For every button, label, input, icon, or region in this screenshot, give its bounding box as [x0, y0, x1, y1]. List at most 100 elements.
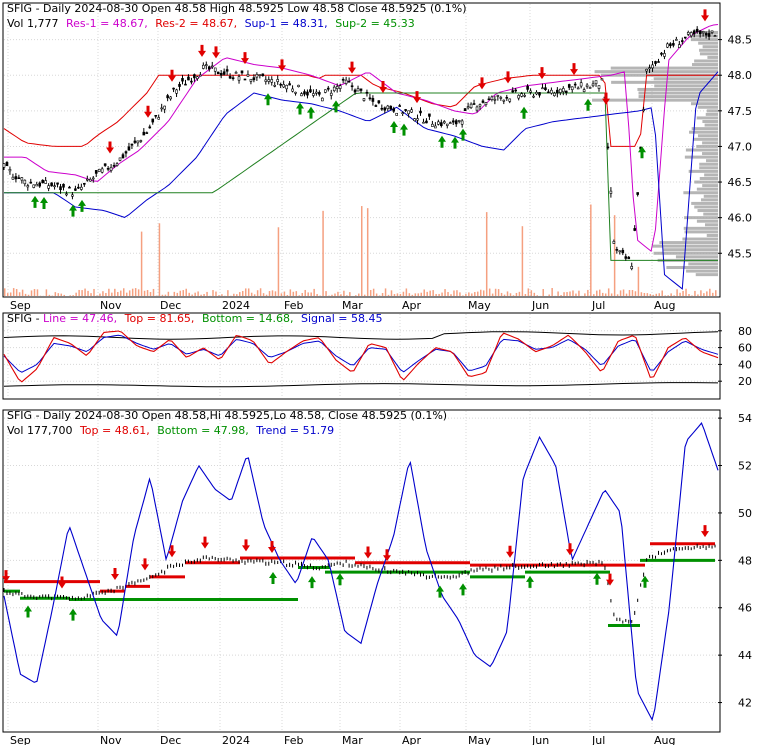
volume-bar — [369, 289, 372, 296]
candle-body — [344, 79, 348, 84]
candle-body — [329, 92, 333, 96]
volume-bar — [482, 290, 485, 296]
candle-body — [362, 98, 366, 101]
volume-profile-bar — [696, 187, 718, 191]
volume-bar — [372, 288, 375, 296]
candle-body — [502, 99, 506, 102]
candle-body — [163, 105, 166, 110]
volume-bar — [652, 294, 655, 296]
volume-bar — [69, 295, 71, 296]
buy-arrow — [332, 100, 340, 113]
volume-bar — [420, 292, 422, 296]
candle-body — [240, 70, 244, 74]
volume-profile-bar — [699, 52, 718, 56]
volume-bar — [670, 293, 672, 296]
candle-body — [594, 80, 598, 85]
candle-body — [160, 107, 163, 110]
buy-arrow — [526, 575, 534, 588]
candle-body — [321, 97, 324, 102]
volume-bar — [75, 292, 77, 296]
candle-body — [579, 82, 583, 87]
volume-profile-bar — [699, 166, 718, 170]
candle-body — [273, 85, 277, 87]
volume-bar — [203, 293, 205, 296]
candle-body — [514, 89, 518, 92]
buy-arrow — [438, 135, 446, 148]
candle-body — [264, 79, 268, 82]
candle-body — [169, 96, 172, 100]
candle-body — [487, 98, 491, 101]
volume-bar — [515, 292, 518, 296]
volume-bar — [655, 293, 658, 296]
volume-profile-bar — [700, 198, 718, 202]
candle-body — [225, 69, 229, 72]
volume-bar — [146, 289, 149, 296]
candle-body — [660, 52, 663, 55]
buy-arrow — [390, 121, 398, 134]
candle-body — [338, 85, 342, 89]
volume-bar — [566, 292, 568, 296]
candle-body — [77, 186, 80, 189]
volume-bar — [185, 288, 187, 296]
y-tick-label: 46.0 — [728, 212, 753, 225]
buy-arrow — [269, 571, 277, 584]
candle-body — [472, 103, 476, 105]
candle-body — [496, 95, 500, 97]
volume-bar — [15, 289, 18, 296]
candle-body — [707, 33, 711, 37]
sup1-label: Sup-1 = 48.31, — [245, 17, 328, 30]
volume-profile-bar — [689, 34, 718, 38]
osc-line-label: Line = 47.46, — [43, 312, 117, 325]
trend-vol-label: Vol 177,700 — [7, 424, 72, 437]
volume-bar — [399, 293, 402, 296]
volume-bar — [634, 291, 637, 296]
y-tick-label: 20 — [738, 375, 752, 388]
volume-profile-bar — [594, 70, 718, 74]
candle-body — [460, 120, 464, 125]
trend-marks — [2, 422, 719, 722]
sell-arrow — [144, 105, 152, 118]
candle-body — [199, 74, 202, 77]
y-tick-label: 52 — [738, 460, 752, 473]
volume-bar — [161, 294, 164, 296]
candle-body — [454, 120, 458, 125]
volume-profile-bar — [707, 55, 718, 59]
candle-body — [597, 85, 601, 89]
y-tick-label: 54 — [738, 412, 752, 425]
volume-bar — [307, 292, 309, 296]
candle-body — [591, 83, 595, 87]
candle-body — [553, 92, 556, 96]
candle-body — [532, 95, 535, 98]
candle-body — [404, 109, 407, 111]
volume-profile-bar — [611, 80, 718, 84]
candle-body — [442, 121, 446, 124]
volume-profile-bar — [691, 127, 718, 131]
month-label: Dec — [160, 299, 181, 312]
volume-profile-bar — [685, 148, 718, 152]
volume-bar — [262, 293, 265, 296]
candle-body — [615, 249, 619, 251]
candle-body — [466, 106, 470, 109]
candle-body — [448, 122, 452, 124]
candle-body — [389, 105, 393, 110]
candle-body — [71, 194, 74, 197]
month-label: Nov — [100, 299, 122, 312]
candle-body — [675, 39, 678, 41]
candle-body — [419, 110, 422, 114]
candle-body — [80, 186, 83, 190]
candle-body — [41, 179, 44, 184]
volume-bar — [563, 292, 565, 296]
candle-body — [499, 97, 503, 99]
candle-body — [484, 102, 488, 105]
volume-bar — [518, 291, 521, 296]
sell-arrow — [111, 568, 119, 581]
candle-body — [386, 105, 390, 109]
y-tick-label: 42 — [738, 697, 752, 710]
candle-body — [371, 98, 375, 102]
volume-bar — [474, 292, 476, 296]
volume-profile-bar — [696, 116, 718, 120]
volume-bar — [533, 292, 536, 296]
volume-bar — [405, 288, 408, 296]
candle-body — [285, 85, 288, 90]
volume-profile-bar — [695, 273, 718, 277]
